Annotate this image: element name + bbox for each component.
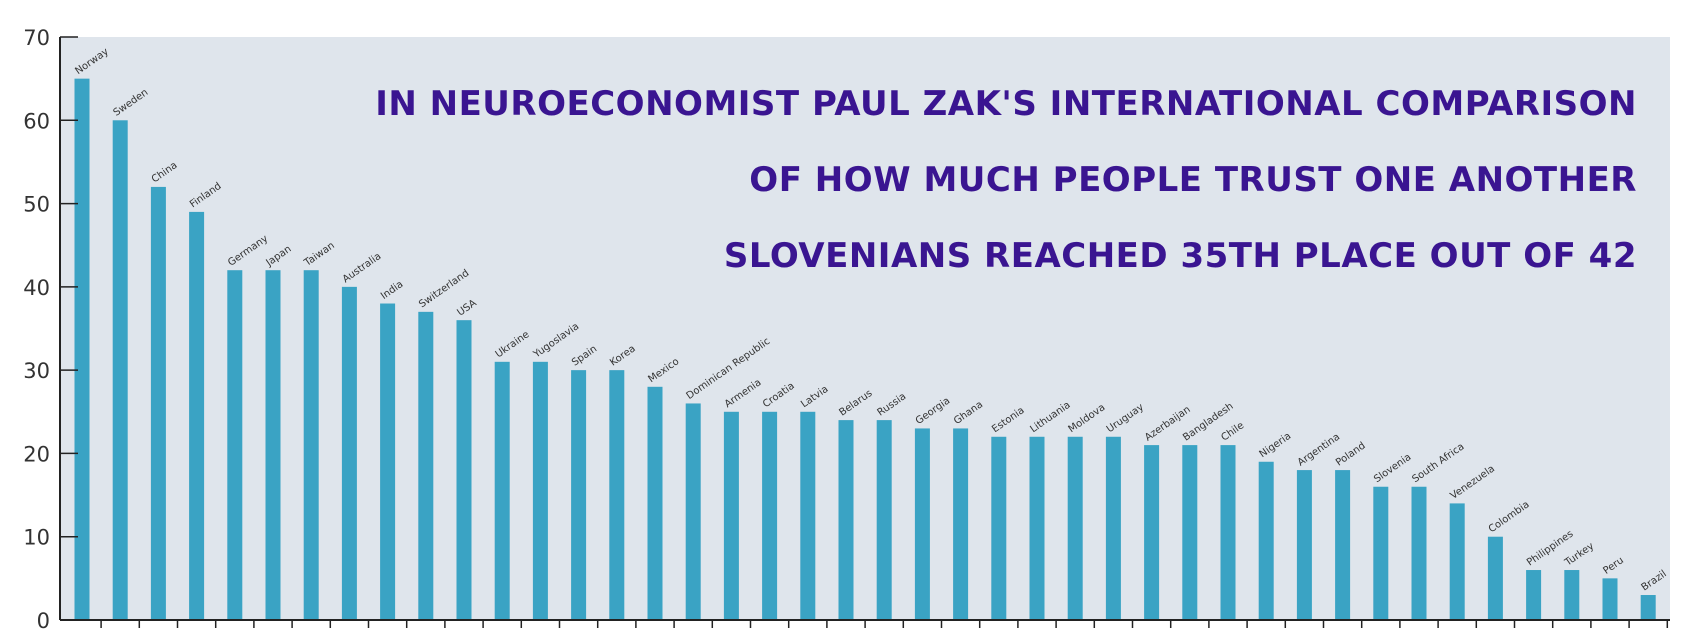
bar-turkey (1564, 570, 1580, 620)
bar-nigeria (1258, 461, 1274, 620)
bar-brazil (1640, 595, 1656, 620)
bar-slovenia (1373, 486, 1389, 620)
bar-croatia (762, 411, 778, 620)
bar-germany (227, 270, 243, 620)
bar-poland (1335, 470, 1351, 620)
bar-peru (1602, 578, 1618, 620)
bar-belarus (838, 420, 854, 620)
plot-background (60, 37, 1670, 620)
headline-line-2: OF HOW MUCH PEOPLE TRUST ONE ANOTHER (749, 160, 1637, 200)
y-tick-label: 10 (23, 526, 50, 550)
bar-australia (341, 286, 357, 620)
bar-finland (189, 211, 205, 620)
y-tick-label: 30 (23, 359, 50, 383)
bar-switzerland (418, 311, 434, 620)
bar-latvia (800, 411, 816, 620)
bar-azerbaijan (1144, 445, 1160, 620)
bar-dominican-republic (685, 403, 701, 620)
headline-line-1: IN NEUROECONOMIST PAUL ZAK'S INTERNATION… (375, 84, 1637, 124)
bar-japan (265, 270, 281, 620)
y-tick-label: 0 (37, 609, 50, 633)
bar-mexico (647, 386, 663, 620)
bar-sweden (112, 120, 128, 621)
bar-philippines (1526, 570, 1542, 620)
bar-venezuela (1449, 503, 1465, 620)
headline-line-3: SLOVENIANS REACHED 35TH PLACE OUT OF 42 (724, 236, 1637, 276)
bar-lithuania (1029, 436, 1045, 620)
bar-bangladesh (1182, 445, 1198, 620)
y-tick-label: 50 (23, 193, 50, 217)
y-tick-label: 70 (23, 26, 50, 50)
bar-uruguay (1105, 436, 1121, 620)
bar-spain (571, 370, 587, 620)
y-tick-label: 40 (23, 276, 50, 300)
bar-moldova (1067, 436, 1083, 620)
bar-norway (74, 78, 90, 620)
bar-chile (1220, 445, 1236, 620)
bar-usa (456, 320, 472, 620)
bar-armenia (723, 411, 739, 620)
bar-estonia (991, 436, 1007, 620)
bar-russia (876, 420, 892, 620)
headline-annotation: IN NEUROECONOMIST PAUL ZAK'S INTERNATION… (375, 84, 1637, 276)
bar-georgia (914, 428, 930, 620)
bar-argentina (1296, 470, 1312, 620)
bar-colombia (1487, 536, 1503, 620)
bar-taiwan (303, 270, 319, 620)
y-tick-label: 20 (23, 442, 50, 466)
bar-ghana (953, 428, 969, 620)
bar-india (380, 303, 396, 620)
bar-south-africa (1411, 486, 1427, 620)
bar-yugoslavia (532, 361, 548, 620)
bar-korea (609, 370, 625, 620)
bar-ukraine (494, 361, 510, 620)
y-tick-label: 60 (23, 109, 50, 133)
bar-china (150, 186, 166, 620)
